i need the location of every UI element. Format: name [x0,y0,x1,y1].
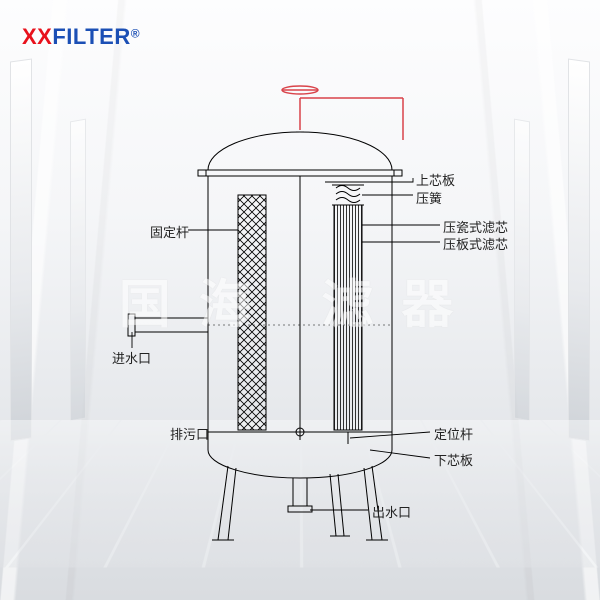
label-drain: 排污口 [170,424,209,443]
label-lower-core-plate: 下芯板 [434,450,473,469]
label-locating-rod: 定位杆 [434,424,473,443]
label-upper-core-plate: 上芯板 [416,170,455,189]
outlet-nozzle [288,478,312,512]
label-plate-core: 压板式滤芯 [443,234,508,253]
logo-suffix: FILTER [52,24,130,49]
label-fixing-rod: 固定杆 [150,222,189,241]
label-outlet: 出水口 [372,502,411,521]
vessel-dome [208,132,392,170]
label-inlet: 进水口 [112,348,151,367]
vessel-legs [212,466,388,540]
logo-prefix: XX [22,24,52,49]
filter-vessel-diagram [0,0,600,600]
brand-logo: XXFILTER® [22,24,140,50]
right-filter-cartridge [334,205,362,430]
left-filter-cartridge [238,195,266,430]
logo-registered: ® [131,27,140,41]
label-spring: 压簧 [416,188,442,207]
compression-spring [332,185,364,205]
